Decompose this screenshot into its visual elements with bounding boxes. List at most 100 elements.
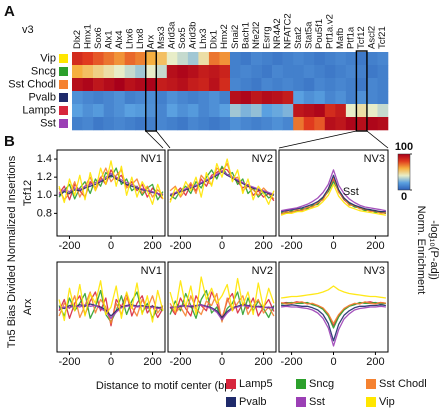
heatmap-cell [366, 78, 378, 92]
heatmap-cell [314, 65, 326, 79]
heatmap-cell [356, 65, 368, 79]
heatmap-cell [124, 117, 136, 131]
row-color [59, 93, 68, 102]
column-label: Hmx2 [219, 24, 230, 49]
x-tick-label: -200 [281, 240, 303, 252]
heatmap-cell [366, 104, 378, 118]
heatmap-cell [114, 117, 125, 131]
heatmap-cell [198, 91, 210, 105]
heatmap-cell [366, 117, 378, 131]
row-color [59, 67, 68, 76]
plot-area [279, 150, 388, 236]
heatmap-cell [103, 65, 115, 79]
column-label: Bach1 [240, 22, 251, 49]
heatmap-cell [82, 78, 94, 92]
heatmap-cell [303, 104, 315, 118]
heatmap-cell [145, 78, 157, 92]
x-tick-label: 200 [143, 240, 161, 252]
heatmap-cell [293, 65, 305, 79]
heatmap-cell [114, 52, 125, 66]
heatmap-cell [230, 65, 241, 79]
heatmap-cell [187, 91, 199, 105]
row-label: Tcf12 [22, 180, 34, 206]
legend-label: Vip [379, 396, 395, 408]
column-label: Sox5 [177, 27, 188, 49]
heatmap-cell [377, 78, 389, 92]
heatmap-cell [230, 91, 241, 105]
column-label: Alx4 [114, 31, 125, 49]
panel-title: NV3 [364, 265, 385, 277]
x-tick-label: -200 [169, 356, 191, 368]
heatmap-cell [198, 117, 210, 131]
heatmap-cell [272, 117, 283, 131]
x-tick-label: -200 [58, 240, 80, 252]
heatmap-cell [356, 117, 368, 131]
colorbar [397, 153, 411, 191]
column-label: Snai2 [230, 25, 241, 49]
colorbar-label: -log₁₀(P-adj) [428, 220, 440, 280]
heatmap-cell [272, 91, 283, 105]
heatmap-cell [261, 65, 273, 79]
heatmap-cell [282, 91, 294, 105]
heatmap-cell [208, 65, 220, 79]
heatmap-cell [356, 91, 368, 105]
heatmap-cell [124, 65, 136, 79]
legend-swatch [226, 397, 236, 407]
heatmap-cell [282, 52, 294, 66]
heatmap-cell [93, 117, 104, 131]
row-label: Sncg [31, 65, 56, 77]
heatmap-cell [72, 52, 83, 66]
heatmap-cell [156, 52, 168, 66]
heatmap-cell [177, 117, 189, 131]
heatmap-cell [187, 78, 199, 92]
heatmap-cell [240, 78, 252, 92]
row-color [59, 80, 68, 89]
heatmap-cell [187, 52, 199, 66]
heatmap-cell [103, 78, 115, 92]
x-tick-label: 0 [108, 240, 114, 252]
column-label: Mafb [335, 28, 346, 49]
heatmap-cell [219, 65, 231, 79]
series-line [280, 174, 386, 213]
heatmap-cell [219, 117, 231, 131]
heatmap-cell [198, 52, 210, 66]
heatmap-cell [314, 52, 326, 66]
heatmap-cell [356, 78, 368, 92]
heatmap-cell [187, 104, 199, 118]
heatmap-cell [324, 78, 336, 92]
heatmap-cell [366, 91, 378, 105]
legend-label: Sst [309, 396, 325, 408]
heatmap-cell [272, 78, 283, 92]
heatmap-cell [145, 52, 157, 66]
legend-label: Sst Chodl [379, 378, 427, 390]
legend-swatch [366, 397, 376, 407]
heatmap-cell [135, 91, 147, 105]
heatmap-cell [240, 91, 252, 105]
heatmap-cell [377, 104, 389, 118]
heatmap-cell [103, 52, 115, 66]
heatmap-cell [72, 91, 83, 105]
legend-swatch [226, 379, 236, 389]
heatmap-cell [240, 52, 252, 66]
y-tick-label: 1.4 [37, 153, 52, 165]
heatmap-cell [72, 104, 83, 118]
heatmap-cell [135, 117, 147, 131]
heatmap-cell [272, 52, 283, 66]
heatmap-cell [135, 78, 147, 92]
heatmap-cell [314, 91, 326, 105]
heatmap-cell [198, 78, 210, 92]
heatmap-cell [82, 52, 94, 66]
heatmap-cell [230, 78, 241, 92]
heatmap-cell [82, 65, 94, 79]
heatmap-cell [356, 104, 368, 118]
column-label: Stat5a [304, 21, 315, 49]
heatmap-cell [261, 117, 273, 131]
x-tick-label: 200 [254, 240, 272, 252]
heatmap-cell [177, 52, 189, 66]
heatmap-cell [93, 65, 104, 79]
heatmap-cell [166, 117, 178, 131]
colorbar-tick-label: 0 [401, 191, 407, 203]
column-label: Nfe2l2 [251, 22, 262, 49]
heatmap-cell [166, 78, 178, 92]
legend-label: Sncg [309, 378, 334, 390]
